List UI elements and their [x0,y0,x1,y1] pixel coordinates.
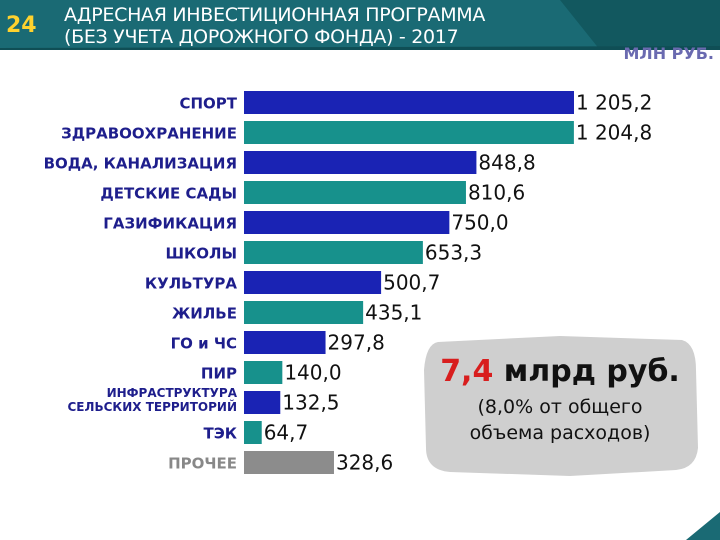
callout-share-line-2: объема расходов) [469,422,651,444]
value-label-4: 810,6 [468,181,525,205]
bar-12 [244,421,262,444]
bar-13 [244,451,334,474]
category-label-4: ДЕТСКИЕ САДЫ [100,185,237,203]
category-label-7: КУЛЬТУРА [145,275,238,293]
title-line-1: АДРЕСНАЯ ИНВЕСТИЦИОННАЯ ПРОГРАММА [64,4,486,26]
category-label-13: ПРОЧЕЕ [168,455,237,473]
category-label-9: ГО и ЧС [171,335,237,353]
value-label-2: 1 204,8 [576,121,652,145]
value-label-3: 848,8 [478,151,535,175]
category-label-2: ЗДРАВООХРАНЕНИЕ [61,125,237,143]
unit-label: МЛН РУБ. [623,44,714,63]
bar-4 [244,181,466,204]
bar-3 [244,151,477,174]
category-label-11: ИНФРАСТРУКТУРА СЕЛЬСКИХ ТЕРРИТОРИЙ [68,386,238,414]
title-line-2: (БЕЗ УЧЕТА ДОРОЖНОГО ФОНДА) - 2017 [64,26,459,48]
callout-amount-line: 7,4 млрд руб. [420,354,700,389]
value-label-5: 750,0 [451,211,508,235]
header: 24 АДРЕСНАЯ ИНВЕСТИЦИОННАЯ ПРОГРАММА (БЕ… [0,0,720,50]
value-label-11: 132,5 [282,391,339,415]
value-label-9: 297,8 [328,331,385,355]
bar-8 [244,301,364,324]
category-label-12: ТЭК [203,425,237,443]
value-label-7: 500,7 [383,271,440,295]
value-label-8: 435,1 [365,301,422,325]
callout-amount: 7,4 [440,354,494,389]
bar-1 [244,91,574,114]
callout-bubble [424,336,698,476]
value-label-12: 64,7 [264,421,309,445]
value-label-1: 1 205,2 [576,91,652,115]
category-label-8: ЖИЛЬЕ [172,305,237,323]
value-label-6: 653,3 [425,241,482,265]
value-label-10: 140,0 [284,361,341,385]
category-label-6: ШКОЛЫ [165,245,237,263]
callout-share-line: (8,0% от общего [477,396,643,418]
page-number: 24 [6,13,37,38]
category-label-5: ГАЗИФИКАЦИЯ [103,215,237,233]
total-callout: 7,4 млрд руб. (8,0% от общего объема рас… [420,330,700,480]
category-label-10: ПИР [201,365,237,383]
bar-10 [244,361,283,384]
bar-2 [244,121,574,144]
corner-decoration [686,512,720,540]
category-label-line: СЕЛЬСКИХ ТЕРРИТОРИЙ [68,399,238,414]
bar-7 [244,271,382,294]
value-label-13: 328,6 [336,451,393,475]
callout-amount-unit: млрд руб. [493,354,680,389]
category-label-3: ВОДА, КАНАЛИЗАЦИЯ [44,155,237,173]
header-band [0,0,720,50]
category-label-line: ИНФРАСТРУКТУРА [107,386,238,400]
bar-9 [244,331,326,354]
bar-5 [244,211,450,234]
bar-11 [244,391,281,414]
category-label-1: СПОРТ [179,95,237,113]
bar-6 [244,241,423,264]
